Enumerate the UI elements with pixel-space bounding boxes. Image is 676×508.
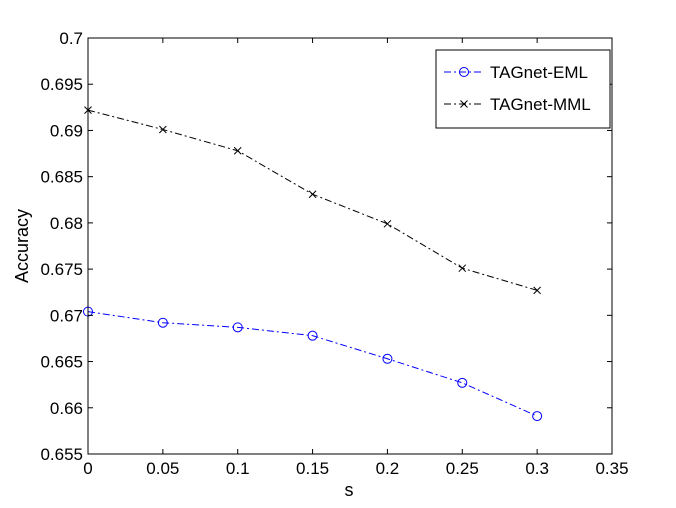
y-tick-label: 0.69 <box>50 121 83 140</box>
y-tick-label: 0.685 <box>40 168 83 187</box>
x-tick-label: 0 <box>83 459 92 478</box>
data-point <box>308 190 317 199</box>
y-axis-title: Accuracy <box>12 209 32 283</box>
x-tick-label: 0.05 <box>146 459 179 478</box>
series-1 <box>84 106 541 295</box>
legend-label: TAGnet-MML <box>490 95 591 114</box>
data-point <box>159 125 167 134</box>
y-tick-label: 0.68 <box>50 214 83 233</box>
series-line <box>87 311 538 417</box>
axes: 0 0.05 0.1 0.15 0.2 0.25 0.3 0.35 0.655 0.66 0.665… <box>40 29 628 478</box>
legend-marker <box>460 100 468 108</box>
plot-frame <box>87 37 613 455</box>
x-tick-label: 0.2 <box>376 459 400 478</box>
y-tick-label: 0.655 <box>40 445 83 464</box>
x-tick-label: 0.3 <box>525 459 549 478</box>
data-point <box>307 330 318 341</box>
x-tick-label: 0.1 <box>226 459 250 478</box>
chart-marks <box>83 106 543 422</box>
legend-item: TAGnet-MML <box>444 95 591 114</box>
y-tick-label: 0.66 <box>50 399 83 418</box>
legend-label: TAGnet-EML <box>490 63 588 82</box>
y-tick-label: 0.695 <box>40 75 83 94</box>
y-tick-label: 0.67 <box>50 306 83 325</box>
y-tick-label: 0.7 <box>59 29 83 48</box>
data-point <box>457 377 468 388</box>
x-tick-label: 0.25 <box>446 459 479 478</box>
data-point <box>232 322 243 333</box>
data-point <box>233 146 242 155</box>
x-tick-label: 0.35 <box>595 459 628 478</box>
x-axis-title: s <box>345 480 354 500</box>
legend-item: TAGnet-EML <box>444 63 588 82</box>
data-point <box>532 411 543 422</box>
y-tick-label: 0.675 <box>40 260 83 279</box>
data-point <box>382 353 393 364</box>
legend-marker <box>459 67 469 77</box>
y-tick-label: 0.665 <box>40 353 83 372</box>
data-point <box>383 219 392 228</box>
legend: TAGnet-EML TAGnet-MML <box>435 49 611 129</box>
data-point <box>458 264 467 273</box>
x-tick-label: 0.15 <box>296 459 329 478</box>
data-point <box>533 286 541 295</box>
legend-box <box>435 49 611 129</box>
data-point <box>157 317 168 328</box>
